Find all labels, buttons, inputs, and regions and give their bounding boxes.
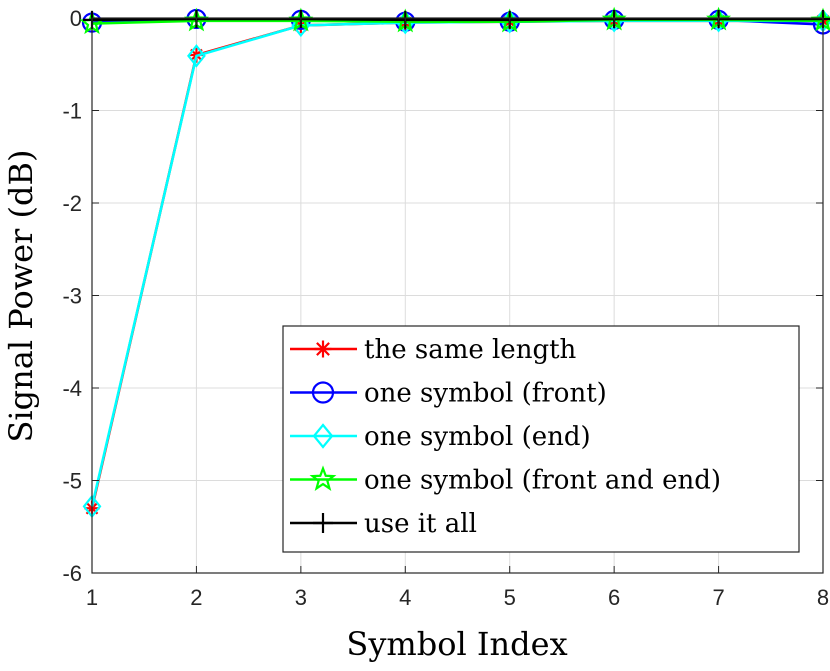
legend: the same length one symbol (front) one sym… bbox=[282, 325, 800, 553]
y-tick-labels: 0 -1 -2 -3 -4 -5 -6 bbox=[62, 6, 82, 586]
circle-marker bbox=[311, 381, 335, 404]
y-tick-label: -5 bbox=[62, 469, 82, 494]
x-tick-label: 4 bbox=[399, 585, 411, 610]
x-tick-label: 1 bbox=[86, 585, 98, 610]
x-tick-labels: 1 2 3 4 5 6 7 8 bbox=[86, 585, 829, 610]
x-axis-label: Symbol Index bbox=[346, 625, 567, 663]
y-tick-label: -6 bbox=[62, 561, 82, 586]
x-tick-label: 3 bbox=[295, 585, 307, 610]
axes-frame bbox=[91, 17, 824, 574]
legend-label: use it all bbox=[364, 509, 477, 539]
legend-item: one symbol (end) bbox=[290, 422, 591, 452]
legend-item: one symbol (front) bbox=[290, 379, 607, 409]
x-tick-label: 8 bbox=[817, 585, 829, 610]
legend-item: one symbol (front and end) bbox=[290, 465, 721, 496]
y-tick-label: -1 bbox=[62, 99, 82, 124]
x-tick-label: 2 bbox=[190, 585, 202, 610]
y-tick-label: 0 bbox=[70, 6, 82, 31]
legend-label: one symbol (front and end) bbox=[364, 466, 721, 496]
x-tick-label: 5 bbox=[504, 585, 516, 610]
legend-label: the same length bbox=[364, 335, 577, 365]
legend-label: one symbol (end) bbox=[364, 422, 591, 452]
pentagram-marker bbox=[309, 465, 337, 491]
data-point bbox=[187, 44, 206, 68]
asterisk-marker bbox=[314, 340, 332, 358]
y-tick-label: -4 bbox=[62, 376, 82, 401]
y-tick-label: -3 bbox=[62, 284, 82, 309]
series-line bbox=[91, 17, 823, 22]
legend-box bbox=[282, 325, 800, 553]
legend-item: use it all bbox=[290, 509, 477, 539]
y-tick-label: -2 bbox=[62, 191, 82, 216]
legend-item: the same length bbox=[290, 335, 577, 365]
x-tick-label: 6 bbox=[608, 585, 620, 610]
diamond-marker bbox=[312, 423, 334, 449]
x-tick-label: 7 bbox=[712, 585, 724, 610]
legend-label: one symbol (front) bbox=[364, 379, 607, 409]
y-axis-label: Signal Power (dB) bbox=[2, 150, 40, 443]
axes-box bbox=[91, 17, 824, 574]
plus-marker bbox=[313, 513, 333, 533]
